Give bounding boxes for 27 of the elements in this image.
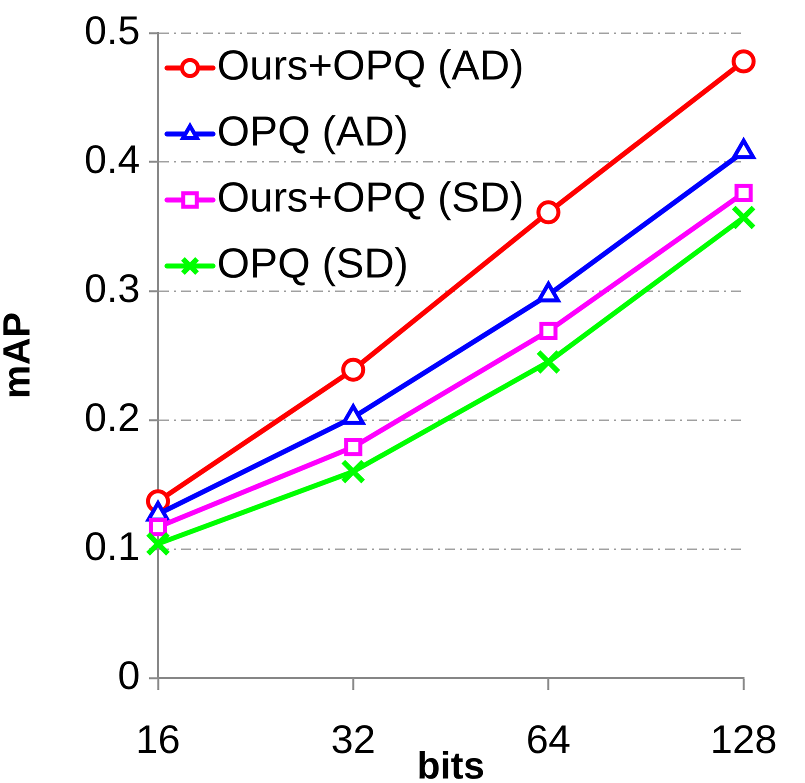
y-tick-label: 0.2 — [84, 396, 140, 440]
legend-label: OPQ (SD) — [217, 240, 408, 287]
point — [148, 518, 168, 536]
point — [732, 206, 756, 230]
y-tick-label: 0.3 — [84, 267, 140, 312]
point — [341, 460, 365, 484]
point — [732, 49, 756, 74]
point — [146, 532, 170, 556]
point — [536, 200, 560, 224]
point — [539, 322, 558, 340]
point — [341, 358, 366, 382]
x-tick-label: 16 — [136, 718, 180, 762]
y-tick-label: 0 — [118, 654, 140, 698]
point — [344, 438, 362, 456]
y-tick-label: 0.5 — [84, 9, 140, 54]
x-tick-label: 64 — [526, 718, 571, 762]
x-tick-label: 32 — [330, 718, 376, 762]
legend-label: Ours+OPQ (SD) — [217, 174, 524, 221]
y-axis-title: mAP — [0, 312, 38, 399]
y-tick-label: 0.1 — [84, 525, 140, 570]
y-tick-label: 0.4 — [84, 138, 140, 182]
legend-label: Ours+OPQ (AD) — [217, 42, 524, 89]
legend-label: OPQ (AD) — [217, 108, 408, 155]
point — [536, 350, 560, 374]
x-axis-title: bits — [417, 745, 485, 783]
x-tick-label: 128 — [710, 718, 778, 762]
point — [734, 184, 753, 202]
